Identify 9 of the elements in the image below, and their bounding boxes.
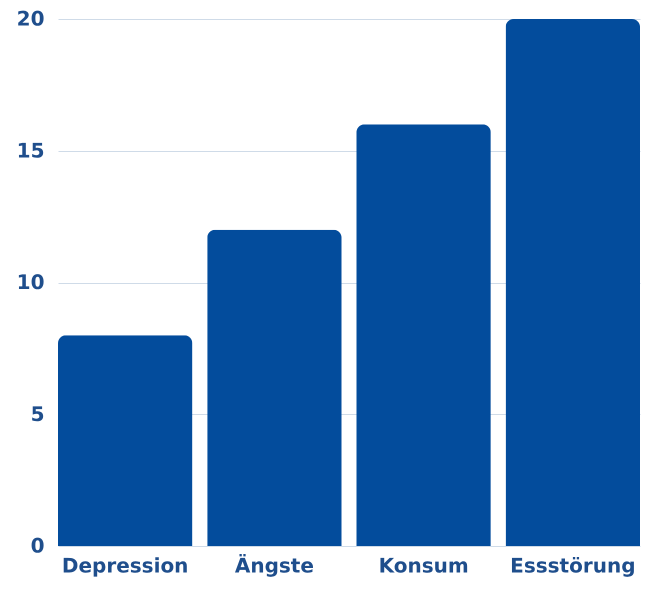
x-tick-label: Konsum: [378, 554, 469, 578]
x-tick-label: Ängste: [234, 554, 314, 578]
y-tick-label: 15: [16, 138, 44, 162]
y-tick-label: 0: [30, 534, 44, 558]
x-tick-label: Essstörung: [510, 554, 636, 578]
y-tick-label: 5: [30, 402, 44, 426]
y-tick-label: 10: [16, 270, 44, 294]
x-tick-label: Depression: [62, 554, 188, 578]
y-tick-label: 20: [16, 6, 44, 30]
